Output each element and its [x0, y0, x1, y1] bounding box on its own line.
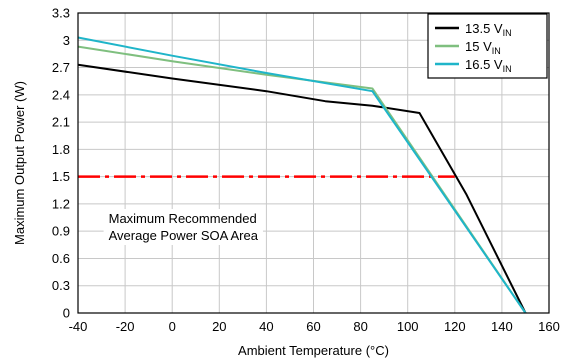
- x-tick-label: -20: [116, 319, 135, 334]
- y-tick-label: 0.9: [52, 224, 70, 239]
- x-tick-label: 140: [491, 319, 513, 334]
- series-line-2: [77, 45, 527, 314]
- legend-label-subscript: IN: [503, 64, 512, 74]
- y-tick-label: 3: [63, 33, 70, 48]
- y-tick-label: 0.6: [52, 251, 70, 266]
- y-tick-labels: 0 0.3 0.6 0.9 1.2 1.5 1.8 2.1 2.4 2.7 3 3.3: [52, 6, 70, 321]
- legend-label-3: 16.5 VIN: [465, 57, 512, 74]
- y-axis-label: Maximum Output Power (W): [12, 81, 27, 245]
- x-tick-label: 100: [397, 319, 419, 334]
- x-tick-label: 60: [306, 319, 320, 334]
- annotation-line-1: Maximum Recommended: [109, 211, 257, 226]
- plot-area: [77, 12, 550, 314]
- x-tick-label: 80: [353, 319, 367, 334]
- data-series: [77, 36, 527, 314]
- y-tick-label: 3.3: [52, 6, 70, 21]
- y-tick-label: 2.1: [52, 115, 70, 130]
- x-tick-label: -40: [69, 319, 88, 334]
- soa-annotation: Maximum Recommended Average Power SOA Ar…: [103, 209, 263, 245]
- x-axis-label: Ambient Temperature (°C): [238, 343, 389, 358]
- y-tick-label: 1.5: [52, 169, 70, 184]
- x-tick-label: 0: [169, 319, 176, 334]
- annotation-background: [103, 209, 263, 245]
- x-tick-label: 20: [212, 319, 226, 334]
- y-tick-label: 1.8: [52, 142, 70, 157]
- x-tick-label: 160: [538, 319, 560, 334]
- y-tick-label: 0.3: [52, 278, 70, 293]
- annotation-line-2: Average Power SOA Area: [109, 228, 259, 243]
- y-tick-label: 2.7: [52, 60, 70, 75]
- legend-label-subscript: IN: [503, 28, 512, 38]
- series-line-3: [77, 36, 527, 314]
- y-tick-label: 1.2: [52, 196, 70, 211]
- x-tick-label: 120: [444, 319, 466, 334]
- y-tick-label: 2.4: [52, 87, 70, 102]
- x-tick-labels: -40 -20 0 20 40 60 80 100 120 140 160: [69, 319, 560, 334]
- x-tick-label: 40: [259, 319, 273, 334]
- legend-label-1: 13.5 VIN: [465, 21, 512, 38]
- legend-label-subscript: IN: [492, 46, 501, 56]
- y-tick-label: 0: [63, 306, 70, 321]
- series-line-1: [77, 63, 527, 314]
